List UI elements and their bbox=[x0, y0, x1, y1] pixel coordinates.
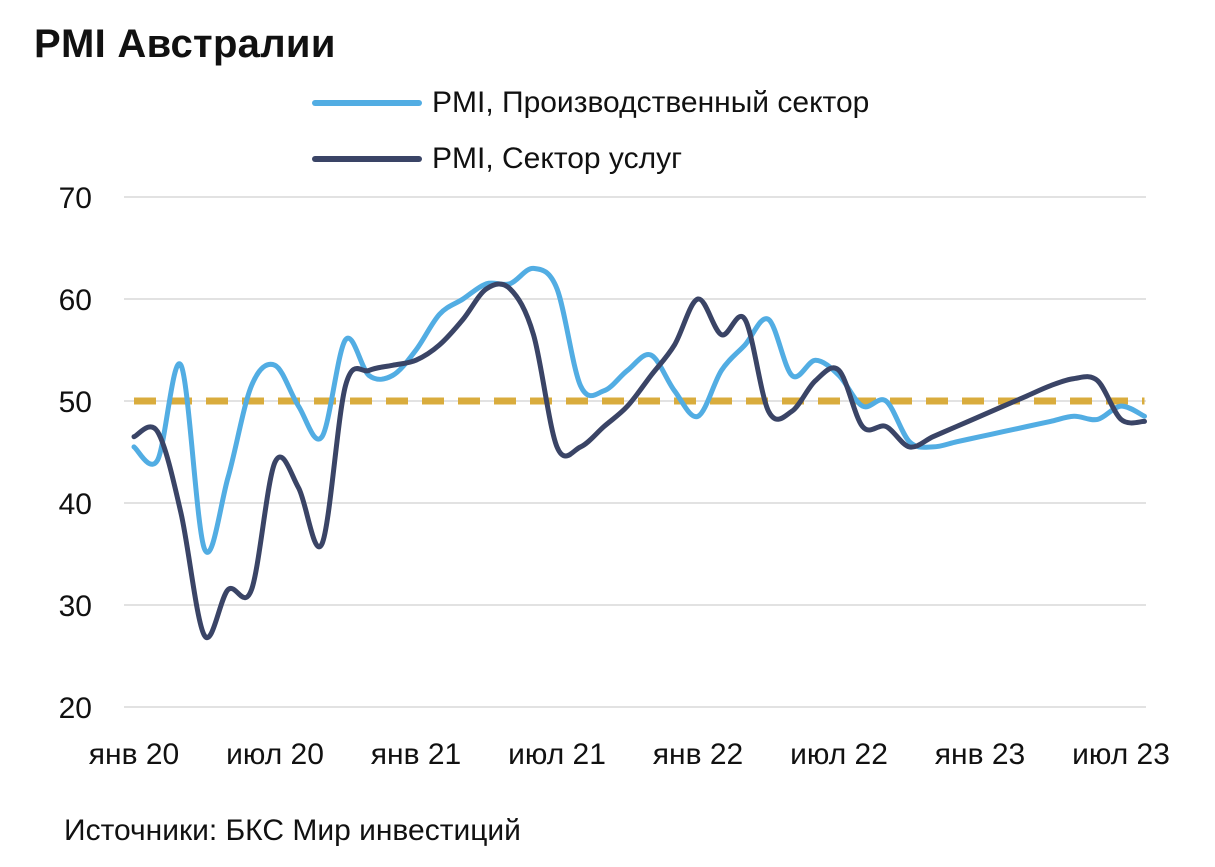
x-tick-label: янв 23 bbox=[935, 738, 1025, 771]
x-tick-label: янв 20 bbox=[89, 738, 179, 771]
legend-item-manufacturing: PMI, Производственный сектор bbox=[312, 86, 869, 120]
x-tick-label: июл 20 bbox=[226, 738, 324, 771]
x-tick-label: янв 21 bbox=[371, 738, 461, 771]
y-axis-labels: 20 30 40 50 60 70 bbox=[59, 182, 92, 725]
grid-lines bbox=[124, 196, 1146, 708]
legend-label-manufacturing: PMI, Производственный сектор bbox=[432, 86, 870, 119]
y-tick-label: 70 bbox=[59, 182, 92, 215]
y-tick-label: 30 bbox=[59, 590, 92, 623]
series-line-services bbox=[131, 281, 1147, 641]
legend-line-manufacturing bbox=[312, 100, 422, 106]
x-tick-label: июл 22 bbox=[790, 738, 888, 771]
x-axis-labels: янв 20 июл 20 янв 21 июл 21 янв 22 июл 22 янв … bbox=[89, 738, 1170, 771]
series-lines bbox=[131, 265, 1147, 641]
legend-label-services: PMI, Сектор услуг bbox=[432, 142, 683, 175]
x-tick-label: янв 22 bbox=[653, 738, 743, 771]
y-tick-label: 20 bbox=[59, 692, 92, 725]
legend-line-services bbox=[312, 156, 422, 162]
y-tick-label: 40 bbox=[59, 488, 92, 521]
series-line-manufacturing bbox=[131, 265, 1147, 555]
y-tick-label: 50 bbox=[59, 386, 92, 419]
source-note: Источники: БКС Мир инвестиций bbox=[64, 814, 521, 847]
x-tick-label: июл 23 bbox=[1072, 738, 1170, 771]
legend-item-services: PMI, Сектор услуг bbox=[312, 142, 682, 176]
x-tick-label: июл 21 bbox=[508, 738, 606, 771]
y-tick-label: 60 bbox=[59, 284, 92, 317]
chart-title: PMI Австралии bbox=[34, 22, 336, 66]
